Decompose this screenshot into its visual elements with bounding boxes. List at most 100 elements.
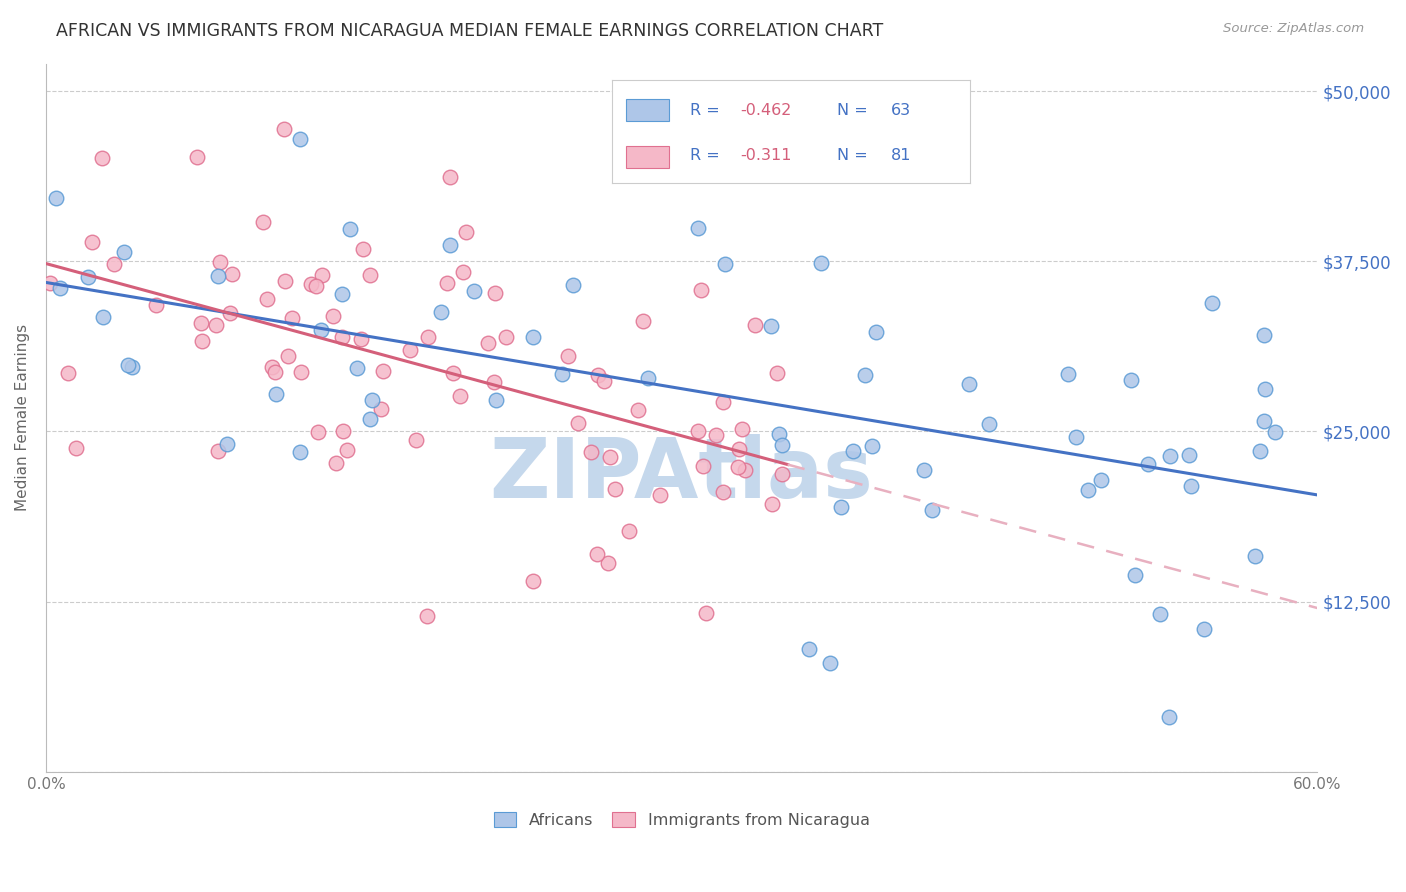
Point: [359, 411, 381, 425]
Point: [112, 245, 135, 260]
Point: [451, 265, 474, 279]
Point: [332, 424, 354, 438]
Point: [579, 445, 602, 459]
Text: 63: 63: [891, 103, 911, 118]
Point: [1090, 473, 1112, 487]
Point: [405, 433, 427, 447]
Point: [273, 122, 295, 136]
Point: [551, 367, 574, 381]
Point: [770, 467, 793, 482]
Point: [686, 424, 709, 438]
Point: [853, 368, 876, 382]
Point: [352, 242, 374, 256]
Point: [290, 444, 312, 458]
Point: [770, 438, 793, 452]
Point: [281, 310, 304, 325]
Point: [307, 425, 329, 439]
Point: [439, 170, 461, 185]
Point: [484, 285, 506, 300]
Point: [818, 656, 841, 670]
Point: [1201, 296, 1223, 310]
Point: [586, 368, 609, 383]
Point: [603, 482, 626, 496]
Point: [346, 361, 368, 376]
Point: [221, 267, 243, 281]
Text: 81: 81: [891, 148, 911, 162]
Point: [218, 306, 240, 320]
Point: [145, 298, 167, 312]
Point: [322, 309, 344, 323]
Point: [436, 276, 458, 290]
Point: [561, 277, 583, 292]
Point: [1263, 425, 1285, 439]
Point: [339, 222, 361, 236]
Point: [592, 374, 614, 388]
Point: [522, 329, 544, 343]
Point: [1119, 373, 1142, 387]
Point: [311, 268, 333, 282]
Point: [727, 459, 749, 474]
Point: [1253, 328, 1275, 343]
Point: [117, 358, 139, 372]
Point: [191, 334, 214, 348]
Point: [1159, 449, 1181, 463]
Point: [1254, 382, 1277, 396]
Point: [463, 284, 485, 298]
Point: [921, 503, 943, 517]
Point: [768, 427, 790, 442]
Point: [744, 318, 766, 332]
Point: [766, 366, 789, 380]
Text: N =: N =: [838, 148, 873, 162]
Point: [695, 606, 717, 620]
Point: [704, 428, 727, 442]
Point: [186, 149, 208, 163]
Point: [713, 257, 735, 271]
Point: [264, 365, 287, 379]
Point: [207, 269, 229, 284]
Point: [418, 330, 440, 344]
Point: [728, 442, 751, 456]
Point: [959, 376, 981, 391]
Point: [711, 485, 734, 500]
Point: [627, 403, 650, 417]
Point: [599, 450, 621, 465]
Point: [49, 281, 72, 295]
Text: AFRICAN VS IMMIGRANTS FROM NICARAGUA MEDIAN FEMALE EARNINGS CORRELATION CHART: AFRICAN VS IMMIGRANTS FROM NICARAGUA MED…: [56, 22, 883, 40]
Point: [208, 255, 231, 269]
Point: [45, 191, 67, 205]
Point: [495, 329, 517, 343]
Point: [759, 319, 782, 334]
Point: [979, 417, 1001, 431]
Point: [617, 524, 640, 538]
Point: [734, 463, 756, 477]
Point: [598, 556, 620, 570]
Text: R =: R =: [690, 148, 725, 162]
Point: [1178, 448, 1201, 462]
Point: [586, 547, 609, 561]
Point: [456, 225, 478, 239]
Point: [810, 256, 832, 270]
Point: [439, 238, 461, 252]
Point: [830, 500, 852, 514]
Point: [650, 487, 672, 501]
Y-axis label: Median Female Earnings: Median Female Earnings: [15, 325, 30, 511]
Text: -0.462: -0.462: [741, 103, 792, 118]
Point: [1180, 479, 1202, 493]
Point: [477, 336, 499, 351]
Point: [637, 371, 659, 385]
Point: [1253, 414, 1275, 428]
Point: [482, 375, 505, 389]
Point: [430, 305, 453, 319]
Point: [1066, 430, 1088, 444]
Point: [336, 443, 359, 458]
Point: [252, 215, 274, 229]
Point: [207, 444, 229, 458]
Point: [65, 441, 87, 455]
Text: N =: N =: [838, 103, 873, 118]
Point: [304, 279, 326, 293]
Point: [121, 359, 143, 374]
Point: [631, 314, 654, 328]
Point: [860, 439, 883, 453]
Legend: Africans, Immigrants from Nicaragua: Africans, Immigrants from Nicaragua: [488, 805, 876, 835]
Point: [361, 392, 384, 407]
